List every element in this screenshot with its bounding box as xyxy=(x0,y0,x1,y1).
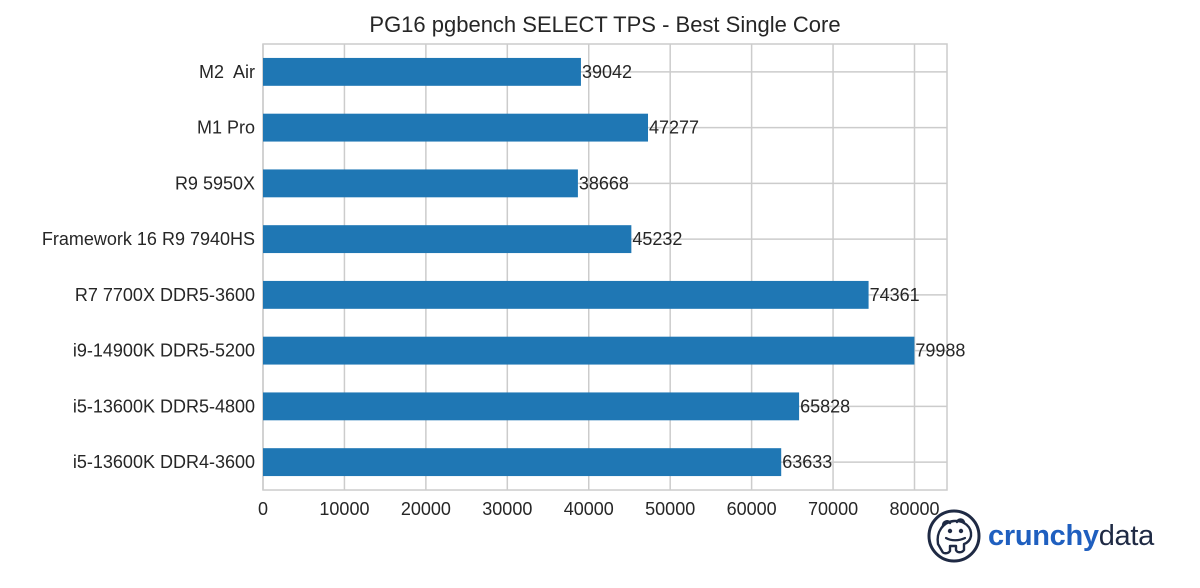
data-label: 65828 xyxy=(800,396,850,416)
bar xyxy=(263,225,632,254)
data-label: 39042 xyxy=(582,62,632,82)
x-tick-label: 80000 xyxy=(889,499,939,519)
data-label: 38668 xyxy=(579,173,629,193)
bar xyxy=(263,280,869,309)
data-label: 45232 xyxy=(632,229,682,249)
category-label: i9-14900K DDR5-5200 xyxy=(73,341,255,361)
data-label: 74361 xyxy=(870,285,920,305)
category-label: Framework 16 R9 7940HS xyxy=(42,229,255,249)
bar xyxy=(263,113,649,142)
logo-word-data: data xyxy=(1098,519,1155,552)
data-label: 47277 xyxy=(649,118,699,138)
category-label: i5-13600K DDR5-4800 xyxy=(73,396,255,416)
bar xyxy=(263,169,578,198)
x-tick-label: 40000 xyxy=(564,499,614,519)
gridlines xyxy=(262,44,947,490)
category-label: R7 7700X DDR5-3600 xyxy=(75,285,255,305)
plot-frame xyxy=(262,43,948,491)
x-tick-label: 0 xyxy=(258,499,268,519)
bar xyxy=(263,448,782,477)
category-label: i5-13600K DDR4-3600 xyxy=(73,452,255,472)
hippo-icon xyxy=(927,509,981,563)
logo-wordmark: crunchydata xyxy=(988,520,1154,553)
bar xyxy=(263,392,800,421)
x-tick-label: 30000 xyxy=(482,499,532,519)
labels: 0 10000 20000 30000 40000 50000 60000 70000 8000… xyxy=(42,62,966,519)
bar xyxy=(263,336,915,365)
bars xyxy=(263,57,915,477)
x-tick-label: 60000 xyxy=(727,499,777,519)
category-label: M1 Pro xyxy=(197,118,255,138)
x-tick-label: 20000 xyxy=(401,499,451,519)
crunchy-data-logo: crunchydata xyxy=(926,508,1186,564)
category-label: R9 5950X xyxy=(175,173,255,193)
x-tick-label: 70000 xyxy=(808,499,858,519)
chart-title: PG16 pgbench SELECT TPS - Best Single Co… xyxy=(369,12,840,37)
logo-word-crunchy: crunchy xyxy=(988,519,1099,552)
data-label: 79988 xyxy=(915,341,965,361)
data-label: 63633 xyxy=(782,452,832,472)
bar xyxy=(263,57,581,86)
x-tick-label: 50000 xyxy=(645,499,695,519)
x-tick-label: 10000 xyxy=(319,499,369,519)
category-label: M2 Air xyxy=(199,62,255,82)
